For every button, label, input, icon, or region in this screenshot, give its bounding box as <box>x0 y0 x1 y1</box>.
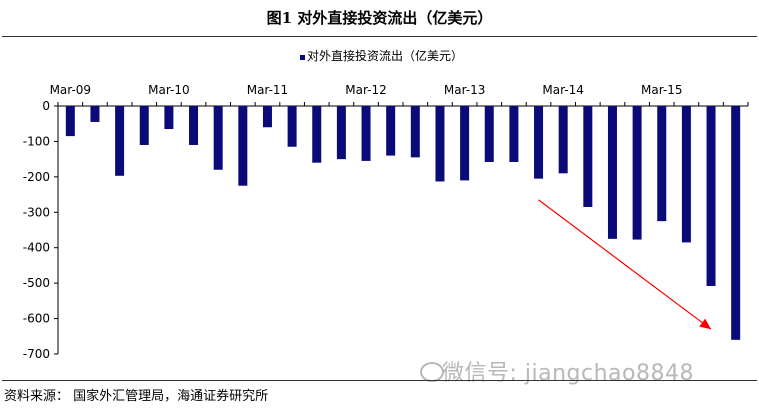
bar <box>534 106 544 179</box>
bar <box>90 106 100 122</box>
source-note: 资料来源： 国家外汇管理局，海通证券研究所 <box>4 389 269 404</box>
bar-chart: 0 -100 -200 -300 -400 -500 -600 -700 Mar-09 Mar-1… <box>23 48 749 361</box>
y-tick-label: 0 <box>42 99 50 113</box>
x-tick-label: Mar-12 <box>345 83 386 97</box>
y-tick-label: -200 <box>23 170 50 184</box>
y-tick-label: -300 <box>23 205 50 219</box>
bar <box>681 106 691 243</box>
bar <box>213 106 223 170</box>
x-tick-label: Mar-13 <box>444 83 485 97</box>
legend-swatch <box>300 55 305 60</box>
bar <box>583 106 593 207</box>
bar <box>731 106 741 340</box>
trend-arrow-line <box>538 199 712 330</box>
wechat-icon <box>420 362 444 382</box>
source-rule <box>2 380 757 381</box>
bar <box>189 106 199 145</box>
y-tick-label: -700 <box>23 347 50 361</box>
bar <box>262 106 272 128</box>
bar <box>386 106 396 156</box>
bar <box>607 106 617 239</box>
bar <box>558 106 568 174</box>
bar <box>65 106 75 137</box>
figure-title: 图1 对外直接投资流出（亿美元） <box>266 9 493 27</box>
y-tick-label: -400 <box>23 241 50 255</box>
bar <box>435 106 445 182</box>
bar <box>164 106 174 130</box>
x-tick-label: Mar-10 <box>148 83 189 97</box>
bar <box>361 106 371 161</box>
bar <box>139 106 149 145</box>
bar <box>287 106 297 147</box>
x-tick-label: Mar-15 <box>641 83 682 97</box>
bar <box>410 106 420 158</box>
legend-label: 对外直接投资流出（亿美元） <box>307 48 463 63</box>
y-tick-label: -600 <box>23 312 50 326</box>
x-tick-label: Mar-09 <box>50 83 91 97</box>
bar <box>460 106 470 181</box>
y-tick-label: -500 <box>23 276 50 290</box>
bar <box>657 106 667 222</box>
bar <box>706 106 716 286</box>
x-tick-label: Mar-14 <box>542 83 583 97</box>
bar <box>336 106 346 160</box>
y-tick-label: -100 <box>23 134 50 148</box>
watermark: 微信号: jiangchao8848 <box>442 361 694 386</box>
bar <box>312 106 322 163</box>
bar <box>115 106 125 176</box>
bar <box>238 106 248 186</box>
title-rule <box>2 36 757 37</box>
bar <box>632 106 642 240</box>
bar <box>509 106 519 162</box>
bar <box>484 106 494 162</box>
trend-arrow-head <box>699 318 712 330</box>
x-tick-label: Mar-11 <box>247 83 288 97</box>
